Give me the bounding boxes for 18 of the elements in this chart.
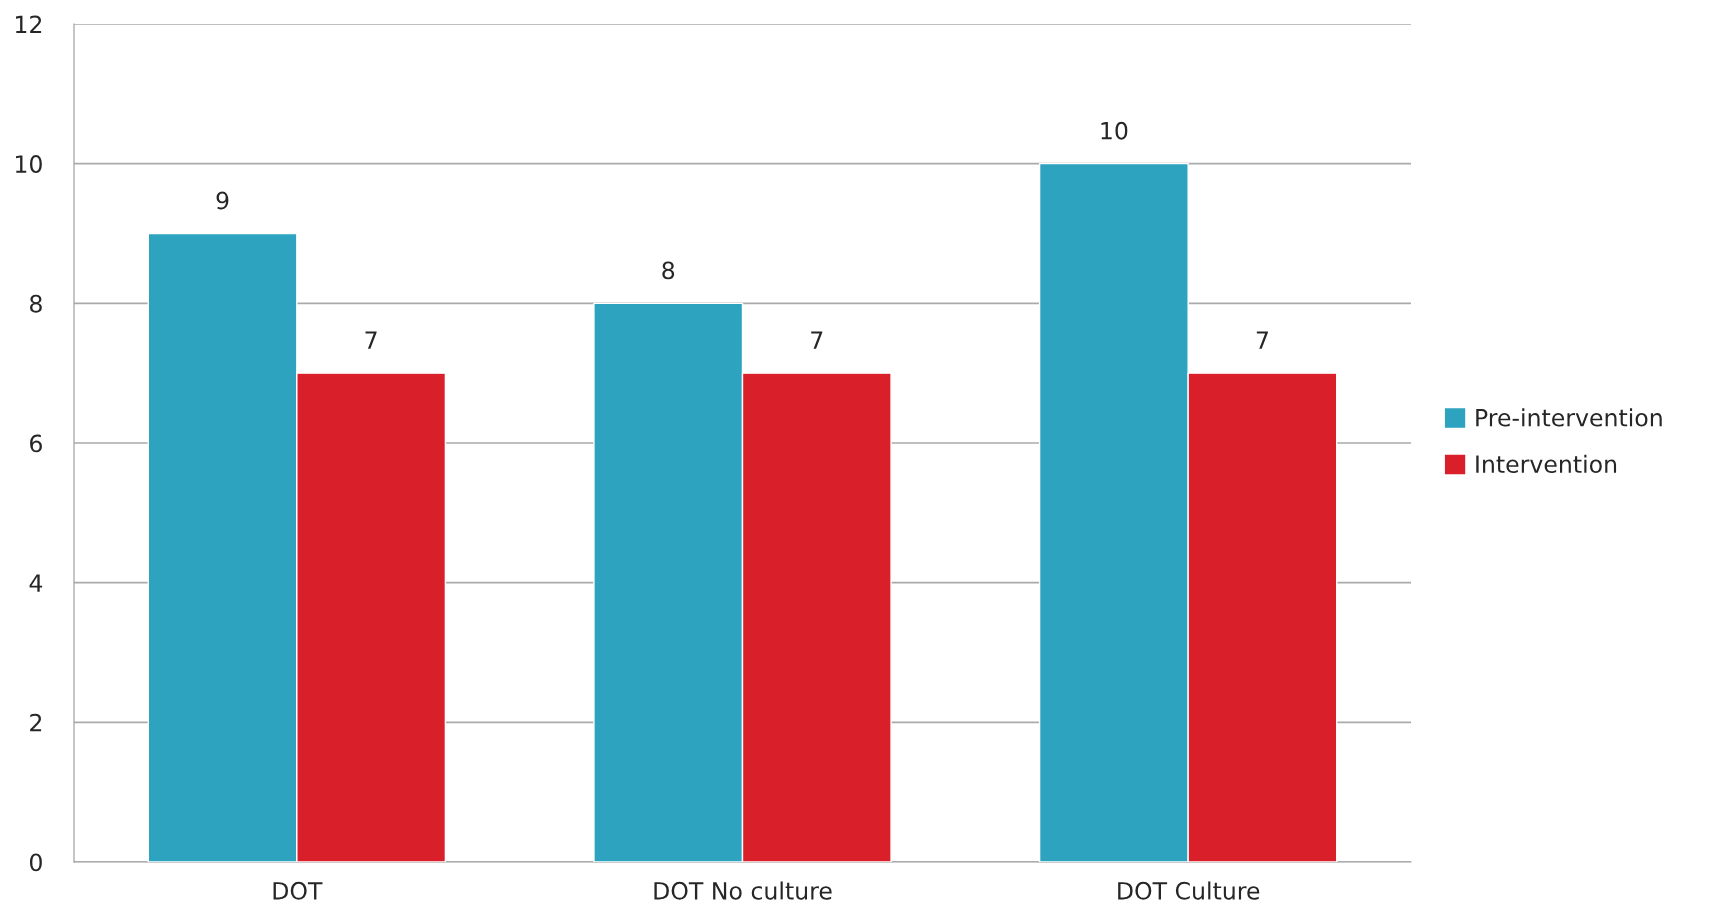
legend-label: Intervention [1476,454,1617,474]
x-tick-label: DOT Culture [1118,881,1260,900]
data-label: 9 [216,191,229,210]
data-label: 7 [811,331,823,349]
data-label: 7 [1256,331,1268,349]
y-tick-label: 10 [15,155,42,173]
y-tick-label: 4 [29,574,43,592]
y-tick-label: 8 [30,294,42,313]
data-label: 8 [662,261,675,280]
x-tick-label: DOT [273,881,323,900]
data-label: 7 [365,331,377,349]
data-label: 10 [1101,121,1128,140]
legend-label: Pre-intervention [1476,408,1662,427]
y-tick-label: 12 [15,15,42,33]
y-tick-label: 0 [29,853,42,872]
x-tick-label: DOT No culture [654,881,832,900]
y-tick-label: 6 [30,434,42,453]
y-tick-label: 2 [30,713,42,732]
